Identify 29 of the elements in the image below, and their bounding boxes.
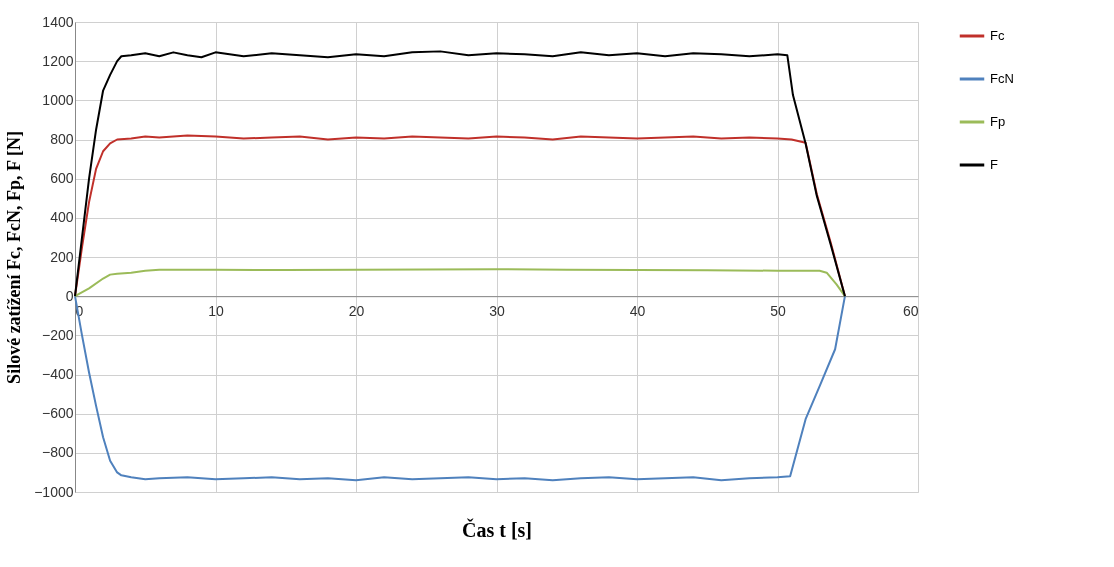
y-tick-label: −800 [41, 444, 74, 461]
legend-label: F [990, 157, 998, 172]
y-tick-label: −1000 [34, 483, 74, 500]
y-tick-label: 1200 [42, 52, 74, 69]
y-tick-label: 600 [50, 170, 74, 187]
x-tick-label: 10 [208, 302, 224, 319]
x-tick-label: 20 [348, 302, 365, 319]
line-series [74, 50, 846, 298]
y-tick-label: 0 [65, 287, 74, 304]
y-tick-label: −200 [41, 326, 74, 343]
line-series [74, 134, 846, 298]
line-series [74, 268, 846, 298]
x-tick-label: 40 [629, 302, 646, 319]
legend-label: Fc [990, 28, 1005, 43]
legend-label: FcN [990, 71, 1014, 86]
y-tick-label: −400 [41, 366, 74, 382]
y-tick-label: 1000 [42, 91, 74, 108]
y-axis-title: Silové zatížení Fc, FcN, Fp, F [N] [4, 131, 25, 384]
y-tick-label: 1400 [42, 13, 74, 30]
y-tick-label: −600 [41, 405, 74, 422]
x-tick-label: 50 [770, 302, 786, 319]
x-axis-title: Čas t [s] [462, 517, 532, 541]
legend-label: Fp [990, 114, 1006, 129]
y-tick-label: 200 [50, 248, 74, 265]
y-tick-label: 400 [50, 209, 74, 226]
x-tick-label: 60 [902, 302, 919, 319]
line-series [74, 295, 846, 482]
x-tick-label: 30 [489, 302, 505, 319]
y-tick-label: 800 [50, 131, 74, 147]
